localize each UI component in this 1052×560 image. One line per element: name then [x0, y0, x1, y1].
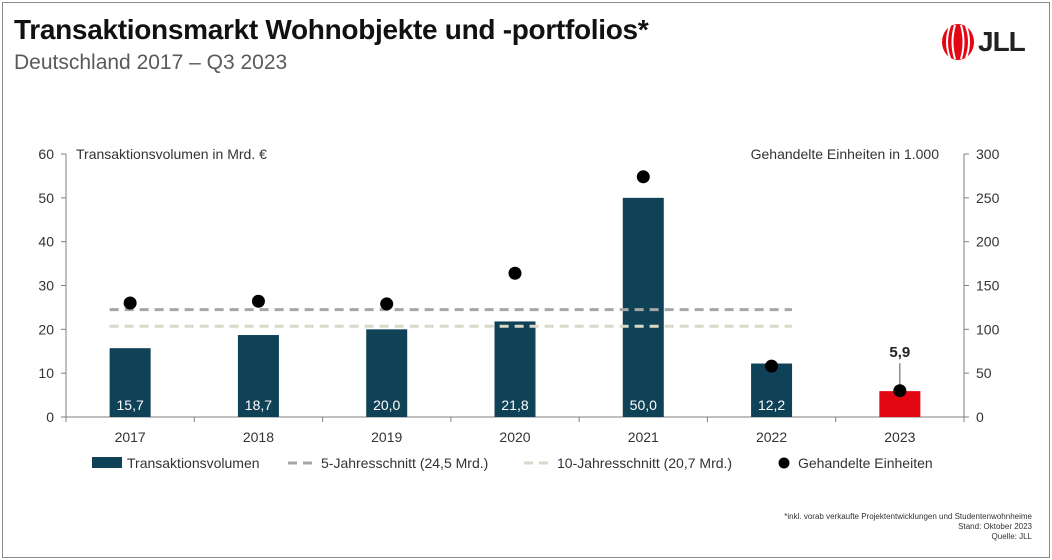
- y-axis-left-label: Transaktionsvolumen in Mrd. €: [76, 146, 267, 162]
- y-right-tick-label: 300: [976, 146, 1000, 162]
- legend: Transaktionsvolumen 5-Jahresschnitt (24,5…: [92, 455, 933, 471]
- bar-value-label: 21,8: [501, 397, 528, 413]
- bar-value-label: 18,7: [245, 397, 272, 413]
- y-left-tick-label: 20: [38, 321, 54, 337]
- x-tick-label: 2021: [628, 429, 659, 445]
- bar-value-label: 50,0: [630, 397, 657, 413]
- y-right-tick-label: 200: [976, 234, 1000, 250]
- y-left-tick-label: 40: [38, 234, 54, 250]
- bar-value-label: 15,7: [117, 397, 144, 413]
- units-dot-2019: [380, 297, 394, 311]
- y-right-tick-label: 250: [976, 190, 1000, 206]
- y-axis-right-label: Gehandelte Einheiten in 1.000: [751, 146, 940, 162]
- bar-value-label: 5,9: [889, 344, 910, 361]
- x-tick-label: 2022: [756, 429, 787, 445]
- logo-text: JLL: [978, 26, 1026, 57]
- x-tick-label: 2020: [499, 429, 530, 445]
- bar-2017: [109, 348, 151, 417]
- chart-subtitle: Deutschland 2017 – Q3 2023: [14, 51, 288, 74]
- y-right-tick-label: 150: [976, 278, 1000, 294]
- y-right-tick-label: 50: [976, 365, 992, 381]
- x-tick-label: 2019: [371, 429, 402, 445]
- bar-2018: [237, 335, 279, 417]
- legend-swatch-volume: [92, 457, 122, 468]
- y-right-tick-label: 0: [976, 409, 984, 425]
- legend-label-volume: Transaktionsvolumen: [127, 455, 260, 471]
- units-dot-2023: [893, 384, 907, 398]
- footnote-stand: Stand: Oktober 2023: [958, 522, 1032, 531]
- units-dot-2017: [123, 296, 137, 310]
- units-dot-2021: [636, 170, 650, 184]
- chart-area: Transaktionsvolumen in Mrd. € Gehandelte…: [38, 146, 1000, 471]
- y-right-tick-label: 100: [976, 321, 1000, 337]
- legend-swatch-units: [778, 457, 790, 469]
- bars: 15,7 18,7 20,0 21,8 50,0 12,2 5,9: [109, 197, 921, 417]
- y-left-tick-label: 30: [38, 278, 54, 294]
- x-tick-label: 2023: [884, 429, 915, 445]
- chart-title: Transaktionsmarkt Wohnobjekte und -portf…: [14, 14, 649, 45]
- y-left-tick-label: 10: [38, 365, 54, 381]
- legend-label-five-year: 5-Jahresschnitt (24,5 Mrd.): [321, 455, 488, 471]
- units-dot-2022: [765, 359, 779, 373]
- jll-logo-icon: [942, 24, 974, 60]
- bar-2021: [622, 197, 664, 417]
- units-dot-2018: [251, 294, 265, 308]
- x-tick-label: 2018: [243, 429, 274, 445]
- y-left-tick-label: 50: [38, 190, 54, 206]
- footnote-source: Quelle: JLL: [991, 532, 1032, 541]
- units-dots: [123, 170, 907, 398]
- y-left-tick-label: 60: [38, 146, 54, 162]
- footnote-note: *inkl. vorab verkaufte Projektentwicklun…: [784, 512, 1032, 521]
- bar-2019: [366, 329, 408, 417]
- units-dot-2020: [508, 266, 522, 280]
- bar-value-label: 20,0: [373, 397, 400, 413]
- x-tick-label: 2017: [115, 429, 146, 445]
- footnotes: *inkl. vorab verkaufte Projektentwicklun…: [784, 512, 1032, 542]
- bar-value-label: 12,2: [758, 397, 785, 413]
- bar-2020: [494, 321, 536, 417]
- legend-label-units: Gehandelte Einheiten: [798, 455, 933, 471]
- legend-label-ten-year: 10-Jahresschnitt (20,7 Mrd.): [557, 455, 732, 471]
- jll-logo: JLL: [940, 22, 1040, 64]
- average-lines: [109, 308, 793, 328]
- y-left-tick-label: 0: [46, 409, 54, 425]
